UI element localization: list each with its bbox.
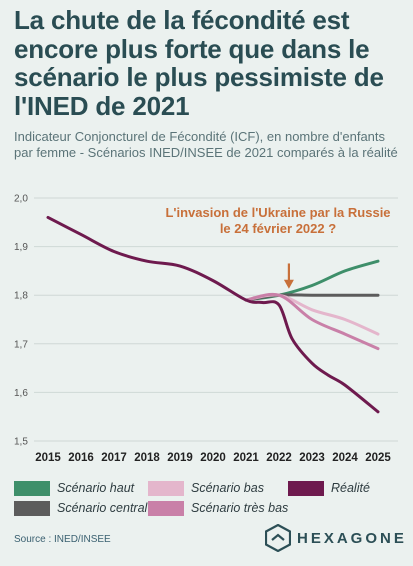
x-tick-label: 2018 xyxy=(134,452,160,464)
x-tick-label: 2022 xyxy=(266,452,292,464)
annotation-line-2: le 24 février 2022 ? xyxy=(220,221,336,236)
x-tick-label: 2017 xyxy=(101,452,127,464)
x-tick-label: 2015 xyxy=(35,452,61,464)
x-tick-label: 2019 xyxy=(167,452,193,464)
y-tick-label: 1,6 xyxy=(14,388,28,399)
brand-logo: HEXAGONE xyxy=(265,524,407,552)
series-line-r-alit- xyxy=(46,215,380,414)
series-line-sc-nario-bas xyxy=(244,293,380,336)
legend-item-scenario-haut: Scénario haut xyxy=(14,480,134,496)
x-tick-label: 2020 xyxy=(200,452,226,464)
legend-item-scenario-tres-bas: Scénario très bas xyxy=(148,500,288,516)
legend-swatch xyxy=(148,500,184,516)
chart-annotation: L'invasion de l'Ukraine par la Russie le… xyxy=(165,205,391,289)
y-tick-label: 1,8 xyxy=(14,291,28,302)
annotation-arrowhead xyxy=(283,279,294,289)
legend-swatch xyxy=(14,500,50,516)
series-line-sc-nario-tr-s-bas xyxy=(244,292,380,351)
y-tick-label: 1,5 xyxy=(14,437,28,448)
chart-series xyxy=(46,215,380,414)
x-tick-label: 2023 xyxy=(299,452,325,464)
x-tick-label: 2021 xyxy=(233,452,259,464)
chart-subtitle: Indicateur Conjoncturel de Fécondité (IC… xyxy=(14,129,398,160)
chart-title: La chute de la fécondité est encore plus… xyxy=(14,5,384,121)
x-tick-label: 2016 xyxy=(68,452,94,464)
annotation-line-1: L'invasion de l'Ukraine par la Russie xyxy=(165,205,390,220)
brand-name: HEXAGONE xyxy=(297,529,407,547)
y-tick-label: 1,9 xyxy=(14,242,28,253)
legend-label: Scénario bas xyxy=(191,481,264,495)
legend-swatch xyxy=(14,480,50,496)
legend-label: Scénario haut xyxy=(57,481,135,495)
legend-item-scenario-central: Scénario central xyxy=(14,500,147,516)
y-tick-label: 2,0 xyxy=(14,194,28,205)
legend-swatch xyxy=(288,480,324,496)
hexagone-logo-icon xyxy=(265,524,291,552)
y-tick-label: 1,7 xyxy=(14,339,28,350)
legend-label: Réalité xyxy=(331,481,370,495)
legend-label: Scénario très bas xyxy=(191,501,289,515)
legend-item-realite: Réalité xyxy=(288,480,370,496)
source-note: Source : INED/INSEE xyxy=(14,534,111,545)
legend-swatch xyxy=(148,480,184,496)
legend-label: Scénario central xyxy=(57,501,148,515)
line-chart: 2,01,91,81,71,61,5 2015 2016 2017 2018 2019 2… xyxy=(14,194,398,464)
x-tick-label: 2025 xyxy=(365,452,391,464)
x-tick-label: 2024 xyxy=(332,452,358,464)
y-axis: 2,0 1,9 1,8 1,7 1,6 1,5 xyxy=(14,194,28,448)
x-axis: 2015 2016 2017 2018 2019 2020 2021 2022 2023 2024… xyxy=(35,452,391,464)
legend-item-scenario-bas: Scénario bas xyxy=(148,480,264,496)
